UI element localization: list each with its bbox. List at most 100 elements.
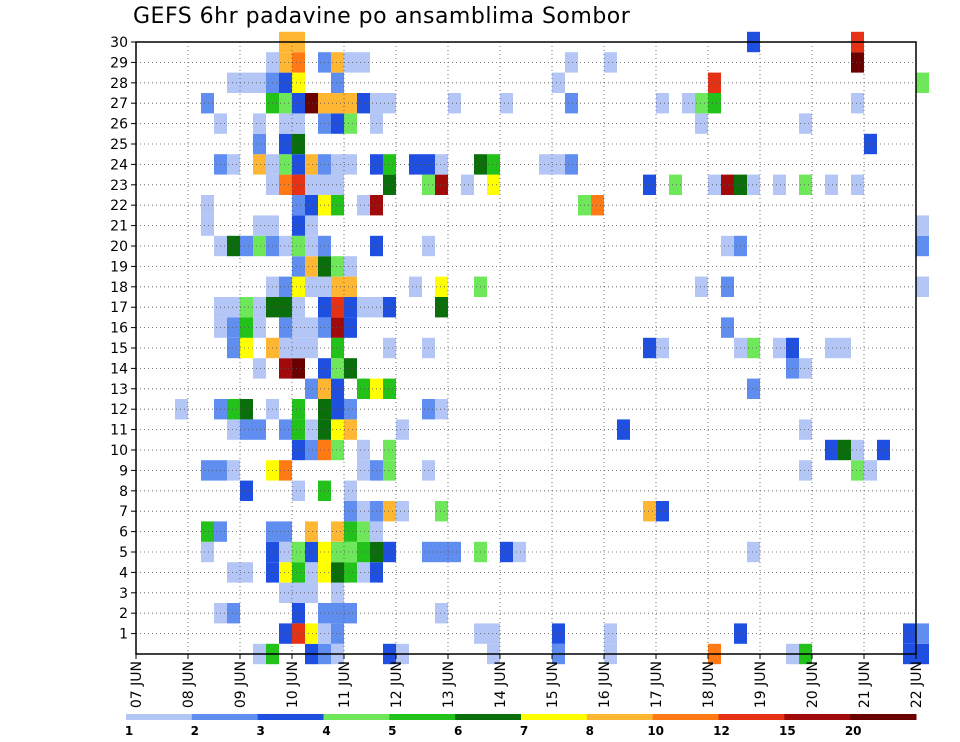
heatmap-cell (331, 93, 344, 114)
heatmap-cell (357, 460, 370, 481)
heatmap-cell (552, 623, 565, 644)
heatmap-cell (253, 235, 266, 257)
colorbar-segment (718, 714, 785, 720)
heatmap-cell (227, 317, 240, 338)
heatmap-cell (253, 215, 266, 236)
heatmap-cell (279, 317, 292, 338)
heatmap-cell (253, 133, 266, 155)
heatmap-cell (344, 603, 357, 624)
heatmap-cell (357, 52, 370, 73)
heatmap-cell (916, 643, 929, 665)
y-tick-label: 28 (110, 76, 128, 92)
x-tick-label: 20 JUN (805, 661, 821, 708)
heatmap-cell (305, 582, 318, 603)
heatmap-cell (279, 52, 292, 73)
heatmap-cell (565, 52, 578, 73)
y-tick-label: 16 (110, 321, 128, 337)
heatmap-cell (383, 541, 396, 563)
x-tick-label: 10 JUN (285, 661, 301, 708)
heatmap-cell (331, 582, 344, 603)
heatmap-cell (344, 317, 357, 338)
x-tick-label: 22 JUN (909, 661, 925, 708)
heatmap-cell (331, 562, 344, 583)
y-tick-label: 13 (110, 382, 128, 398)
heatmap-cell (565, 93, 578, 114)
heatmap-cell (916, 72, 929, 93)
heatmap-cell (864, 133, 877, 155)
heatmap-cell (201, 521, 214, 542)
y-tick-label: 20 (110, 239, 128, 255)
x-tick-label: 13 JUN (441, 661, 457, 708)
heatmap-cell (916, 623, 929, 644)
heatmap-cell (435, 603, 448, 624)
heatmap-cell (292, 317, 305, 338)
heatmap-cell (292, 215, 305, 236)
heatmap-cell (279, 276, 292, 297)
heatmap-cell (344, 93, 357, 114)
heatmap-cell (201, 460, 214, 481)
heatmap-cell (747, 378, 760, 399)
heatmap-cell (448, 541, 461, 563)
heatmap-cell (487, 174, 500, 195)
heatmap-cell (604, 52, 617, 73)
colorbar-segment (455, 714, 522, 720)
heatmap-cell (279, 358, 292, 379)
heatmap-cell (383, 501, 396, 522)
colorbar-segment (257, 714, 324, 720)
x-axis-ticks: 07 JUN 08 JUN 09 JUN 10 JUN 11 JUN 12 JUN 13 J… (129, 654, 925, 708)
colorbar-label: 3 (256, 724, 264, 738)
heatmap-cell (305, 541, 318, 563)
chart-title: GEFS 6hr padavine po ansamblima Sombor (133, 4, 631, 29)
heatmap-cell (279, 154, 292, 175)
heatmap-cell (383, 378, 396, 399)
heatmap-cell (305, 174, 318, 195)
heatmap-cell (344, 256, 357, 277)
colorbar-segment (521, 714, 588, 720)
heatmap-cell (240, 317, 253, 338)
heatmap-cell (773, 337, 786, 359)
heatmap-cell (279, 235, 292, 257)
heatmap-cell (292, 113, 305, 134)
heatmap-cell (604, 623, 617, 644)
heatmap-cell (279, 133, 292, 155)
heatmap-cell (240, 480, 253, 501)
heatmap-cell (344, 276, 357, 297)
heatmap-cell (357, 378, 370, 399)
heatmap-cell (240, 235, 253, 257)
heatmap-cell (435, 154, 448, 175)
heatmap-cell (331, 623, 344, 644)
x-tick-label: 19 JUN (753, 661, 769, 708)
heatmap-cell (344, 501, 357, 522)
heatmap-cell (851, 460, 864, 481)
heatmap-cell (240, 419, 253, 440)
heatmap-cell (487, 623, 500, 644)
heatmap-cell (721, 317, 734, 338)
heatmap-cell (253, 154, 266, 175)
y-tick-label: 24 (110, 157, 128, 173)
colorbar-label: 7 (520, 724, 528, 738)
y-tick-label: 10 (110, 443, 128, 459)
heatmap-cell (357, 501, 370, 522)
heatmap-cell (240, 399, 253, 420)
colorbar: 1 2 3 4 5 6 7 8 10 12 15 20 (125, 714, 917, 738)
heatmap-cell (292, 154, 305, 175)
heatmap-cell (292, 439, 305, 461)
heatmap-cell (825, 337, 838, 359)
heatmap-cell (292, 399, 305, 420)
x-tick-label: 18 JUN (701, 661, 717, 708)
heatmap-cell (279, 419, 292, 440)
colorbar-label: 4 (322, 724, 330, 738)
y-tick-label: 27 (110, 96, 128, 112)
heatmap-cell (825, 174, 838, 195)
heatmap-cell (292, 603, 305, 624)
heatmap-cell (227, 399, 240, 420)
heatmap-cell (656, 337, 669, 359)
heatmap-cell (279, 297, 292, 318)
y-tick-label: 29 (110, 55, 128, 71)
heatmap-cell (669, 174, 682, 195)
heatmap-cell (799, 358, 812, 379)
heatmap-cell (357, 297, 370, 318)
y-tick-label: 26 (110, 117, 128, 133)
heatmap-cell (383, 174, 396, 195)
heatmap-cell (227, 72, 240, 93)
